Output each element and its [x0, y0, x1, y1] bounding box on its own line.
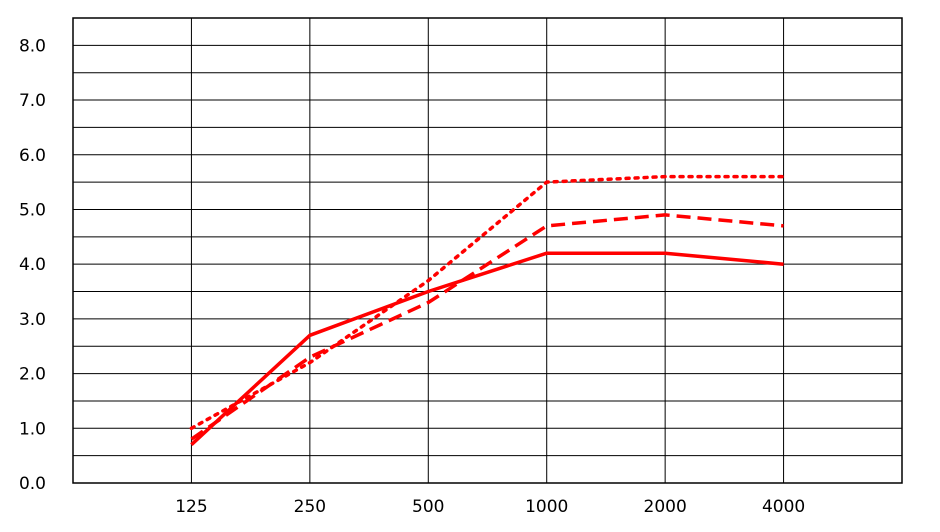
y-tick-label: 6.0 [19, 146, 46, 166]
y-tick-label: 1.0 [19, 419, 46, 439]
x-tick-label: 2000 [644, 497, 687, 517]
x-tick-label: 1000 [525, 497, 568, 517]
series-layer [189, 174, 786, 446]
series-line-solid [190, 251, 784, 446]
x-tick-label: 125 [175, 497, 207, 517]
y-tick-label: 5.0 [19, 200, 46, 220]
y-tick-label: 4.0 [19, 255, 46, 275]
series-line-dotted [189, 174, 786, 431]
y-tick-label: 7.0 [19, 91, 46, 111]
y-tick-label: 0.0 [19, 474, 46, 494]
tick-labels: 0.0 1.0 2.0 3.0 4.0 5.0 6.0 7.0 8.0 125 250 500 1000… [19, 36, 805, 517]
x-tick-label: 250 [294, 497, 326, 517]
y-tick-label: 2.0 [19, 365, 46, 385]
x-tick-label: 500 [412, 497, 444, 517]
plot-border [72, 17, 903, 484]
x-tick-label: 4000 [762, 497, 805, 517]
y-tick-label: 3.0 [19, 310, 46, 330]
series-line-dashed [190, 213, 784, 441]
y-tick-label: 8.0 [19, 36, 46, 56]
grid [73, 17, 902, 483]
axes [72, 17, 903, 484]
